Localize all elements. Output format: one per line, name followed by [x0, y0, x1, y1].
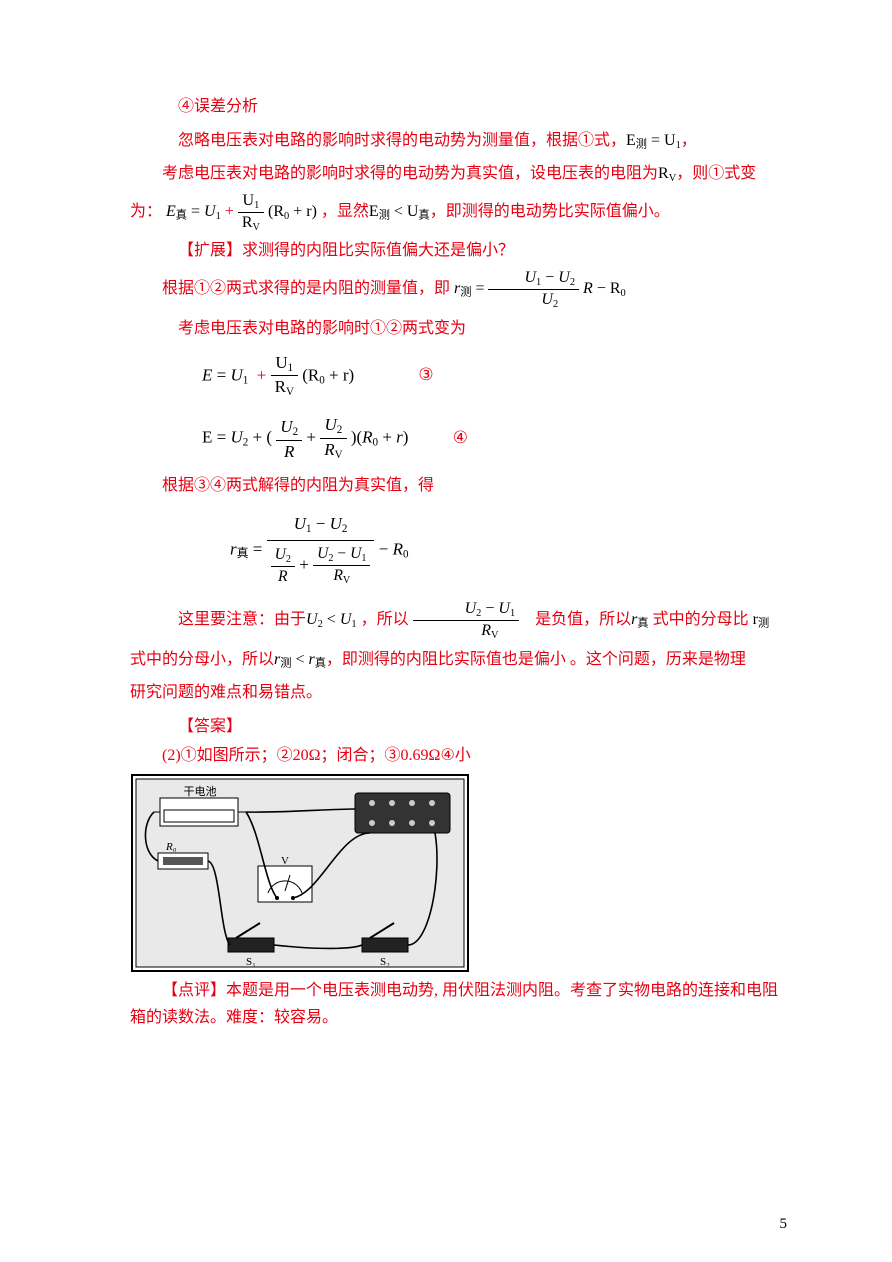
para-2a: 考虑电压表对电路的影响时求得的电动势为真实值，设电压表的电阻为RV，则①式变	[130, 157, 782, 191]
battery-label: 干电池	[184, 785, 217, 798]
para-6: 根据③④两式解得的内阻为真实值，得	[130, 469, 782, 503]
p1-text: 忽略电压表对电路的影响时求得的电动势为测量值，根据①式，	[178, 132, 626, 149]
rmeas-sym: r测	[753, 611, 770, 628]
eqno-3: ③	[418, 365, 433, 384]
eq-block-3: E = U1 + U1RV (R0 + r) ③	[202, 352, 782, 401]
para-8: 式中的分母小，所以r测 < r真，即测得的内阻比实际值也是偏小 。这个问题，历来…	[130, 643, 782, 677]
para-7: 这里要注意：由于U2 < U1 ，所以 U2 − U1RV 是负值，所以r真 式…	[130, 598, 782, 643]
answer-line: (2)①如图所示；②20Ω；闭合；③0.69Ω④小	[130, 743, 782, 769]
p2-end: ，即测得的电动势比实际值偏小。	[430, 203, 670, 220]
eq-ineq-e: E测 < U真	[369, 203, 430, 220]
review-label: 【点评】	[162, 982, 226, 999]
s2-label: S₂	[380, 956, 390, 968]
para-1: 忽略电压表对电路的影响时求得的电动势为测量值，根据①式，E测 = U1，	[130, 124, 782, 158]
voltmeter-label: V	[281, 855, 289, 867]
ineq-r: r测 < r真	[274, 651, 326, 668]
page: ④误差分析 忽略电压表对电路的影响时求得的电动势为测量值，根据①式，E测 = U…	[0, 0, 892, 1262]
p7a: 这里要注意：由于	[178, 611, 306, 628]
eq-block-4: E = U2 + ( U2R + U2RV )(R0 + r) ④	[202, 414, 782, 463]
para-2b: 为： E真 = U1 + U1RV (R0 + r) ，显然E测 < U真，即测…	[130, 191, 782, 234]
p2b-text: ，则①式变	[676, 165, 756, 182]
eq-block-rtrue: r真 = U1 − U2 U2R + U2 − U1RV − R0	[230, 513, 782, 588]
p2c-text: 为：	[130, 203, 162, 220]
frac-u2u1: U2 − U1RV	[413, 611, 524, 628]
eq-etrue: E真 = U1 + U1RV (R0 + r)	[166, 203, 321, 220]
p2-mid: ，显然	[321, 203, 369, 220]
para-8c: 研究问题的难点和易错点。	[130, 676, 782, 710]
p1-tail: ，	[681, 132, 697, 149]
para-4: 根据①②两式求得的是内阻的测量值，即 r测 = U1 − U2U2 R − R0	[130, 267, 782, 312]
para-5: 考虑电压表对电路的影响时①②两式变为	[130, 312, 782, 346]
p8a: 式中的分母小，所以	[130, 651, 274, 668]
ineq-u2u1: U2 < U1	[306, 611, 357, 628]
para-3-expand: 【扩展】求测得的内阻比实际值偏大还是偏小？	[130, 234, 782, 268]
rv-symbol: RV	[658, 165, 676, 182]
circuit-figure: 干电池 R₀ V S₁	[130, 773, 470, 973]
s1-label: S₁	[246, 956, 256, 968]
page-number: 5	[780, 1209, 788, 1241]
r0-label: R₀	[165, 841, 177, 853]
p7c: 是负值，所以	[535, 611, 631, 628]
answer-label: 【答案】	[130, 710, 782, 744]
review: 【点评】本题是用一个电压表测电动势, 用伏阻法测内阻。考查了实物电路的连接和电阻…	[130, 977, 782, 1031]
heading-error-analysis: ④误差分析	[130, 90, 782, 124]
eqno-4: ④	[453, 428, 468, 447]
p4-text: 根据①②两式求得的是内阻的测量值，即	[162, 280, 450, 297]
p7b: ，所以	[361, 611, 409, 628]
eq-rmeas: r测 = U1 − U2U2 R − R0	[450, 280, 626, 297]
p2a-text: 考虑电压表对电路的影响时求得的电动势为真实值，设电压表的电阻为	[162, 165, 658, 182]
review-text: 本题是用一个电压表测电动势, 用伏阻法测内阻。考查了实物电路的连接和电阻箱的读数…	[130, 982, 778, 1026]
p7d: 式中的分母比	[653, 611, 749, 628]
rtrue-sym: r真	[631, 611, 648, 628]
p8b: ，即测得的内阻比实际值也是偏小 。这个问题，历来是物理	[326, 651, 746, 668]
eq-inline-1: E测 = U1	[626, 132, 681, 149]
